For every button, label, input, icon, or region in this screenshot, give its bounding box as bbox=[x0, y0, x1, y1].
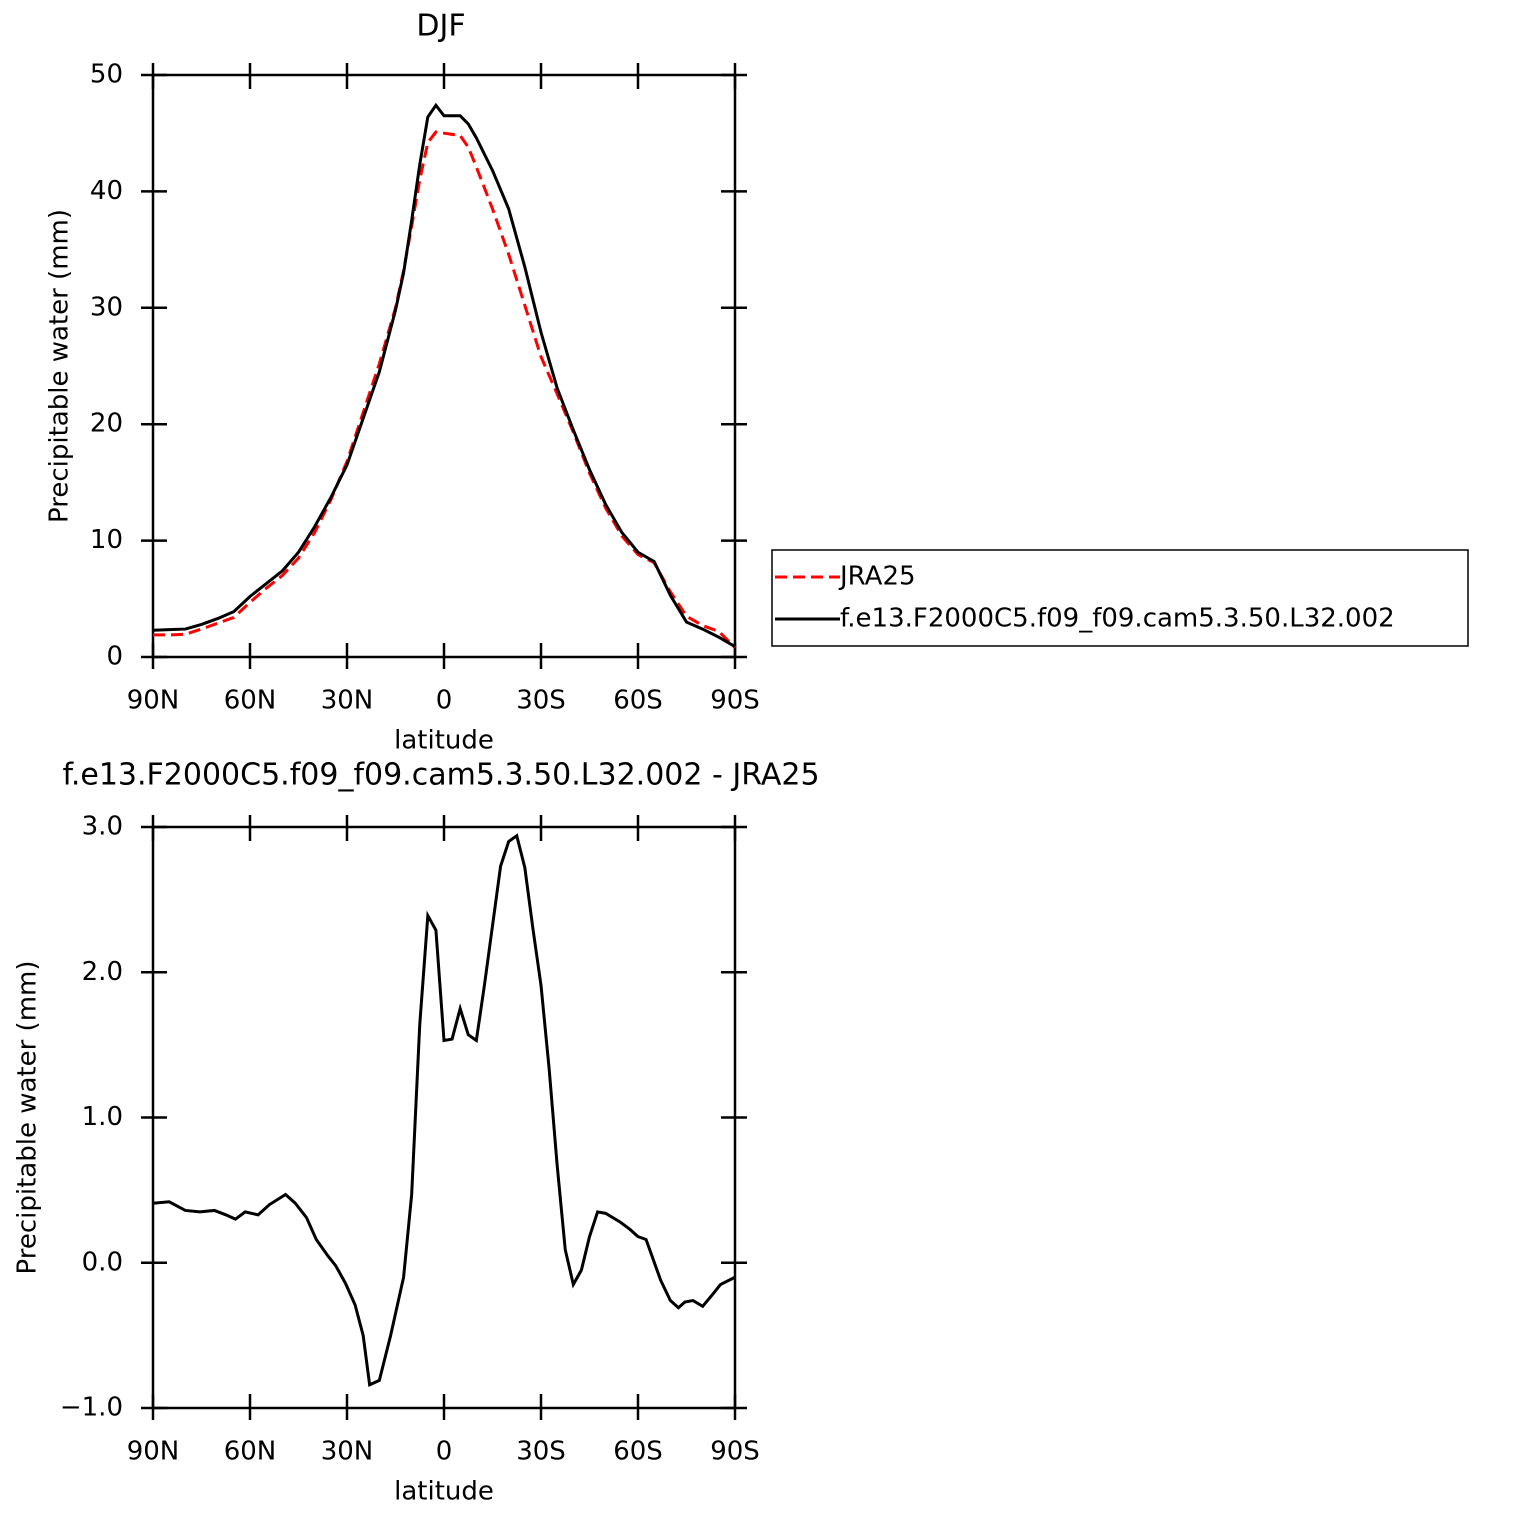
data-line bbox=[153, 130, 737, 649]
data-line bbox=[152, 833, 736, 1387]
y-tick-label: 10 bbox=[90, 525, 123, 555]
y-tick-label: 50 bbox=[90, 60, 123, 90]
x-tick-label: 30S bbox=[516, 686, 566, 716]
x-tick-label: 60N bbox=[224, 1437, 277, 1467]
x-tick-label: 90S bbox=[710, 686, 760, 716]
x-tick-label: 60S bbox=[613, 686, 663, 716]
plot-frame bbox=[151, 825, 737, 1410]
chart-title: f.e13.F2000C5.f09_f09.cam5.3.50.L32.002 … bbox=[62, 758, 819, 793]
x-tick-label: 0 bbox=[436, 1437, 453, 1467]
x-tick-label: 30N bbox=[321, 686, 374, 716]
y-tick-label: 3.0 bbox=[82, 812, 123, 842]
y-tick-label: 0.0 bbox=[82, 1247, 123, 1277]
y-tick-label: 40 bbox=[90, 176, 123, 206]
legend-label: JRA25 bbox=[838, 562, 916, 592]
x-axis-label: latitude bbox=[394, 1477, 494, 1507]
chart-title: DJF bbox=[416, 9, 465, 44]
x-tick-label: 90S bbox=[710, 1437, 760, 1467]
x-tick-label: 90N bbox=[127, 1437, 180, 1467]
y-axis-label: Precipitable water (mm) bbox=[13, 961, 43, 1275]
x-tick-label: 90N bbox=[127, 686, 180, 716]
y-tick-label: −1.0 bbox=[60, 1393, 123, 1423]
y-tick-label: 1.0 bbox=[82, 1102, 123, 1132]
y-tick-label: 2.0 bbox=[82, 957, 123, 987]
y-tick-label: 20 bbox=[90, 409, 123, 439]
x-tick-label: 60S bbox=[613, 1437, 663, 1467]
legend-box bbox=[771, 549, 1469, 647]
legend-label: f.e13.F2000C5.f09_f09.cam5.3.50.L32.002 bbox=[840, 604, 1395, 634]
x-tick-label: 30N bbox=[321, 1437, 374, 1467]
x-tick-label: 60N bbox=[224, 686, 277, 716]
x-tick-label: 0 bbox=[436, 686, 453, 716]
x-tick-label: 30S bbox=[516, 1437, 566, 1467]
data-line bbox=[152, 102, 736, 648]
x-axis-label: latitude bbox=[394, 726, 494, 756]
y-axis-label: Precipitable water (mm) bbox=[45, 209, 75, 523]
plot-frame bbox=[151, 73, 737, 659]
y-tick-label: 30 bbox=[90, 292, 123, 322]
y-tick-label: 0 bbox=[106, 642, 123, 672]
